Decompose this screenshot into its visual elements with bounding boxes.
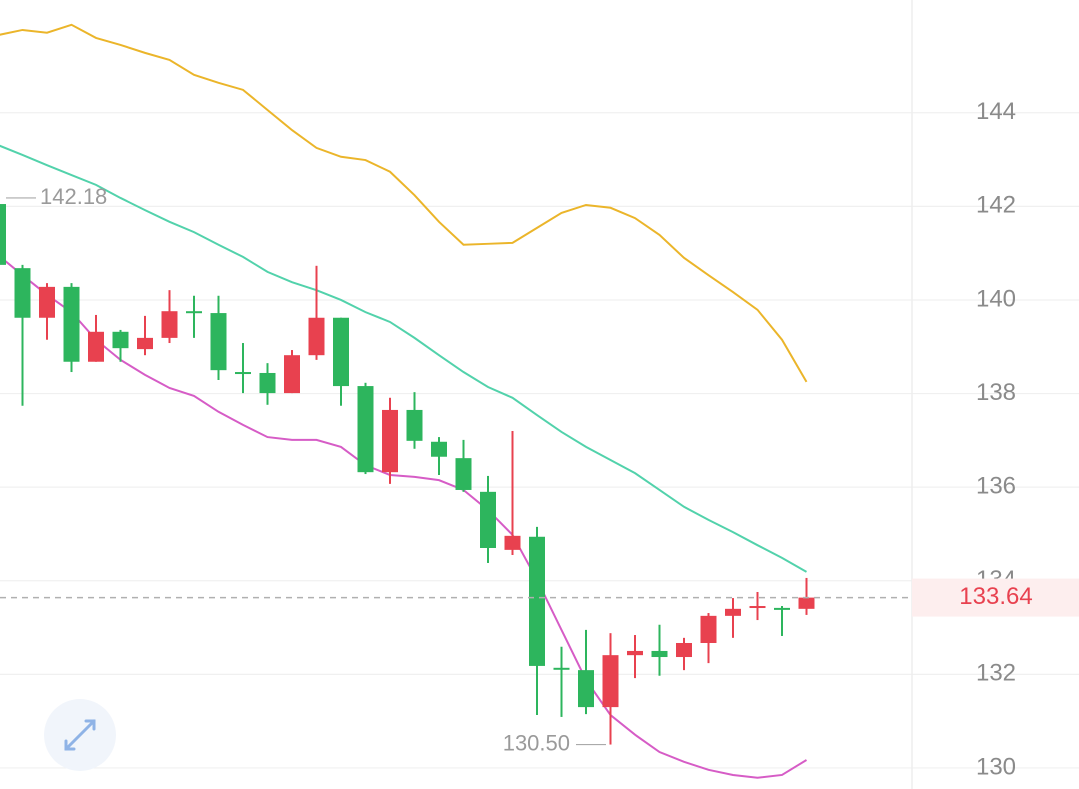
grid [0, 112, 1079, 769]
y-tick-label: 138 [976, 379, 1016, 406]
expand-button[interactable] [44, 699, 116, 771]
candle-body [333, 317, 349, 387]
candle-body [186, 311, 202, 314]
candle-body [235, 372, 251, 375]
candle-body [112, 331, 129, 349]
candle-body [553, 667, 570, 670]
candle-body [161, 311, 178, 338]
candle-body [627, 650, 643, 656]
candle-body [137, 337, 153, 350]
candle-body [308, 317, 325, 356]
y-tick-label: 140 [976, 285, 1016, 312]
candle-body [602, 655, 619, 708]
candle-body [774, 607, 790, 610]
last-price-box [912, 578, 1079, 617]
band-line [0, 255, 808, 779]
y-tick-label: 130 [976, 753, 1016, 780]
candle-body [210, 313, 227, 371]
y-tick-label: 142 [976, 192, 1016, 219]
y-tick-label: 132 [976, 660, 1016, 687]
band-line [0, 144, 807, 573]
candle-body [39, 286, 55, 318]
candle-body [504, 535, 521, 550]
candle-body [480, 491, 496, 548]
candle-body [88, 331, 104, 362]
candle-body [529, 536, 545, 666]
candle-body [431, 441, 447, 457]
candle-body [259, 372, 276, 394]
candle-body [578, 670, 594, 708]
candle-body [676, 642, 692, 658]
band-line [0, 23, 808, 383]
candle-body [725, 608, 741, 616]
candle-body [651, 650, 668, 658]
candle-body [63, 286, 80, 362]
candle-body [14, 268, 31, 318]
candle-body [0, 204, 6, 265]
candle-body [382, 409, 398, 473]
y-tick-label: 144 [976, 98, 1016, 125]
last-price-label: 133.64 [959, 583, 1032, 610]
candle-body [798, 597, 815, 609]
max-label: 142.18 [40, 184, 107, 209]
y-tick-label: 136 [976, 473, 1016, 500]
min-label: 130.50 [503, 730, 570, 755]
candle-body [700, 615, 717, 643]
expand-icon[interactable] [64, 719, 96, 751]
candle-body [357, 386, 374, 473]
candle-body [749, 606, 766, 609]
candle-body [455, 458, 472, 490]
candle-body [406, 409, 423, 441]
candle-body [284, 355, 300, 394]
